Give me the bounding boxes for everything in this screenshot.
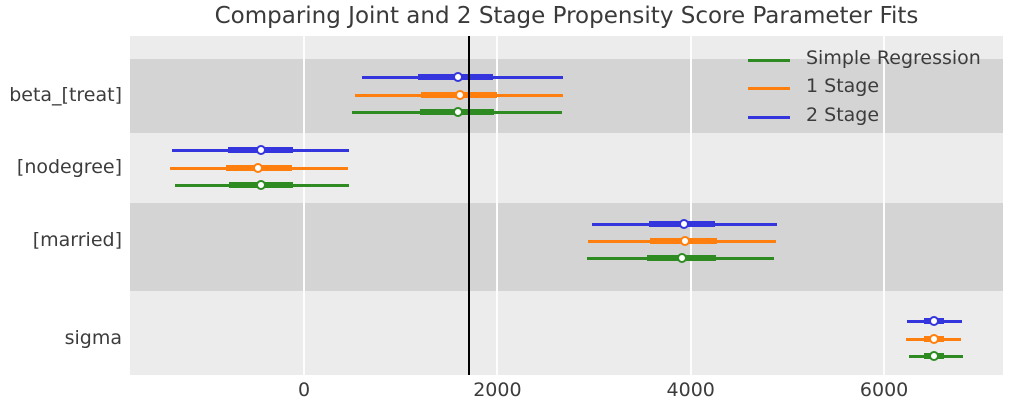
gridline (496, 36, 499, 375)
point-estimate-marker (677, 253, 688, 263)
point-estimate-marker (452, 72, 463, 82)
point-estimate-marker (255, 145, 266, 155)
point-estimate-marker (679, 236, 690, 246)
plot-area (130, 36, 1003, 375)
point-estimate-marker (255, 180, 266, 190)
reference-line (467, 36, 470, 375)
point-estimate-marker (454, 90, 465, 100)
x-tick-label: 2000 (473, 379, 522, 401)
y-tick-label: sigma (64, 327, 122, 349)
x-tick-label: 0 (297, 379, 311, 401)
point-estimate-marker (252, 163, 263, 173)
point-estimate-marker (452, 107, 463, 117)
x-tick-label: 4000 (666, 379, 715, 401)
y-tick-label: [married] (32, 229, 122, 251)
category-band (130, 203, 1003, 291)
point-estimate-marker (678, 219, 689, 229)
y-tick-label: beta_[treat] (9, 84, 122, 106)
chart-title: Comparing Joint and 2 Stage Propensity S… (214, 3, 919, 29)
point-estimate-marker (929, 351, 940, 361)
category-band (130, 59, 1003, 133)
x-tick-label: 6000 (859, 379, 909, 401)
gridline (689, 36, 692, 375)
point-estimate-marker (929, 316, 940, 326)
gridline (303, 36, 306, 375)
y-tick-label: [nodegree] (16, 156, 122, 178)
gridline (883, 36, 886, 375)
point-estimate-marker (929, 334, 940, 344)
